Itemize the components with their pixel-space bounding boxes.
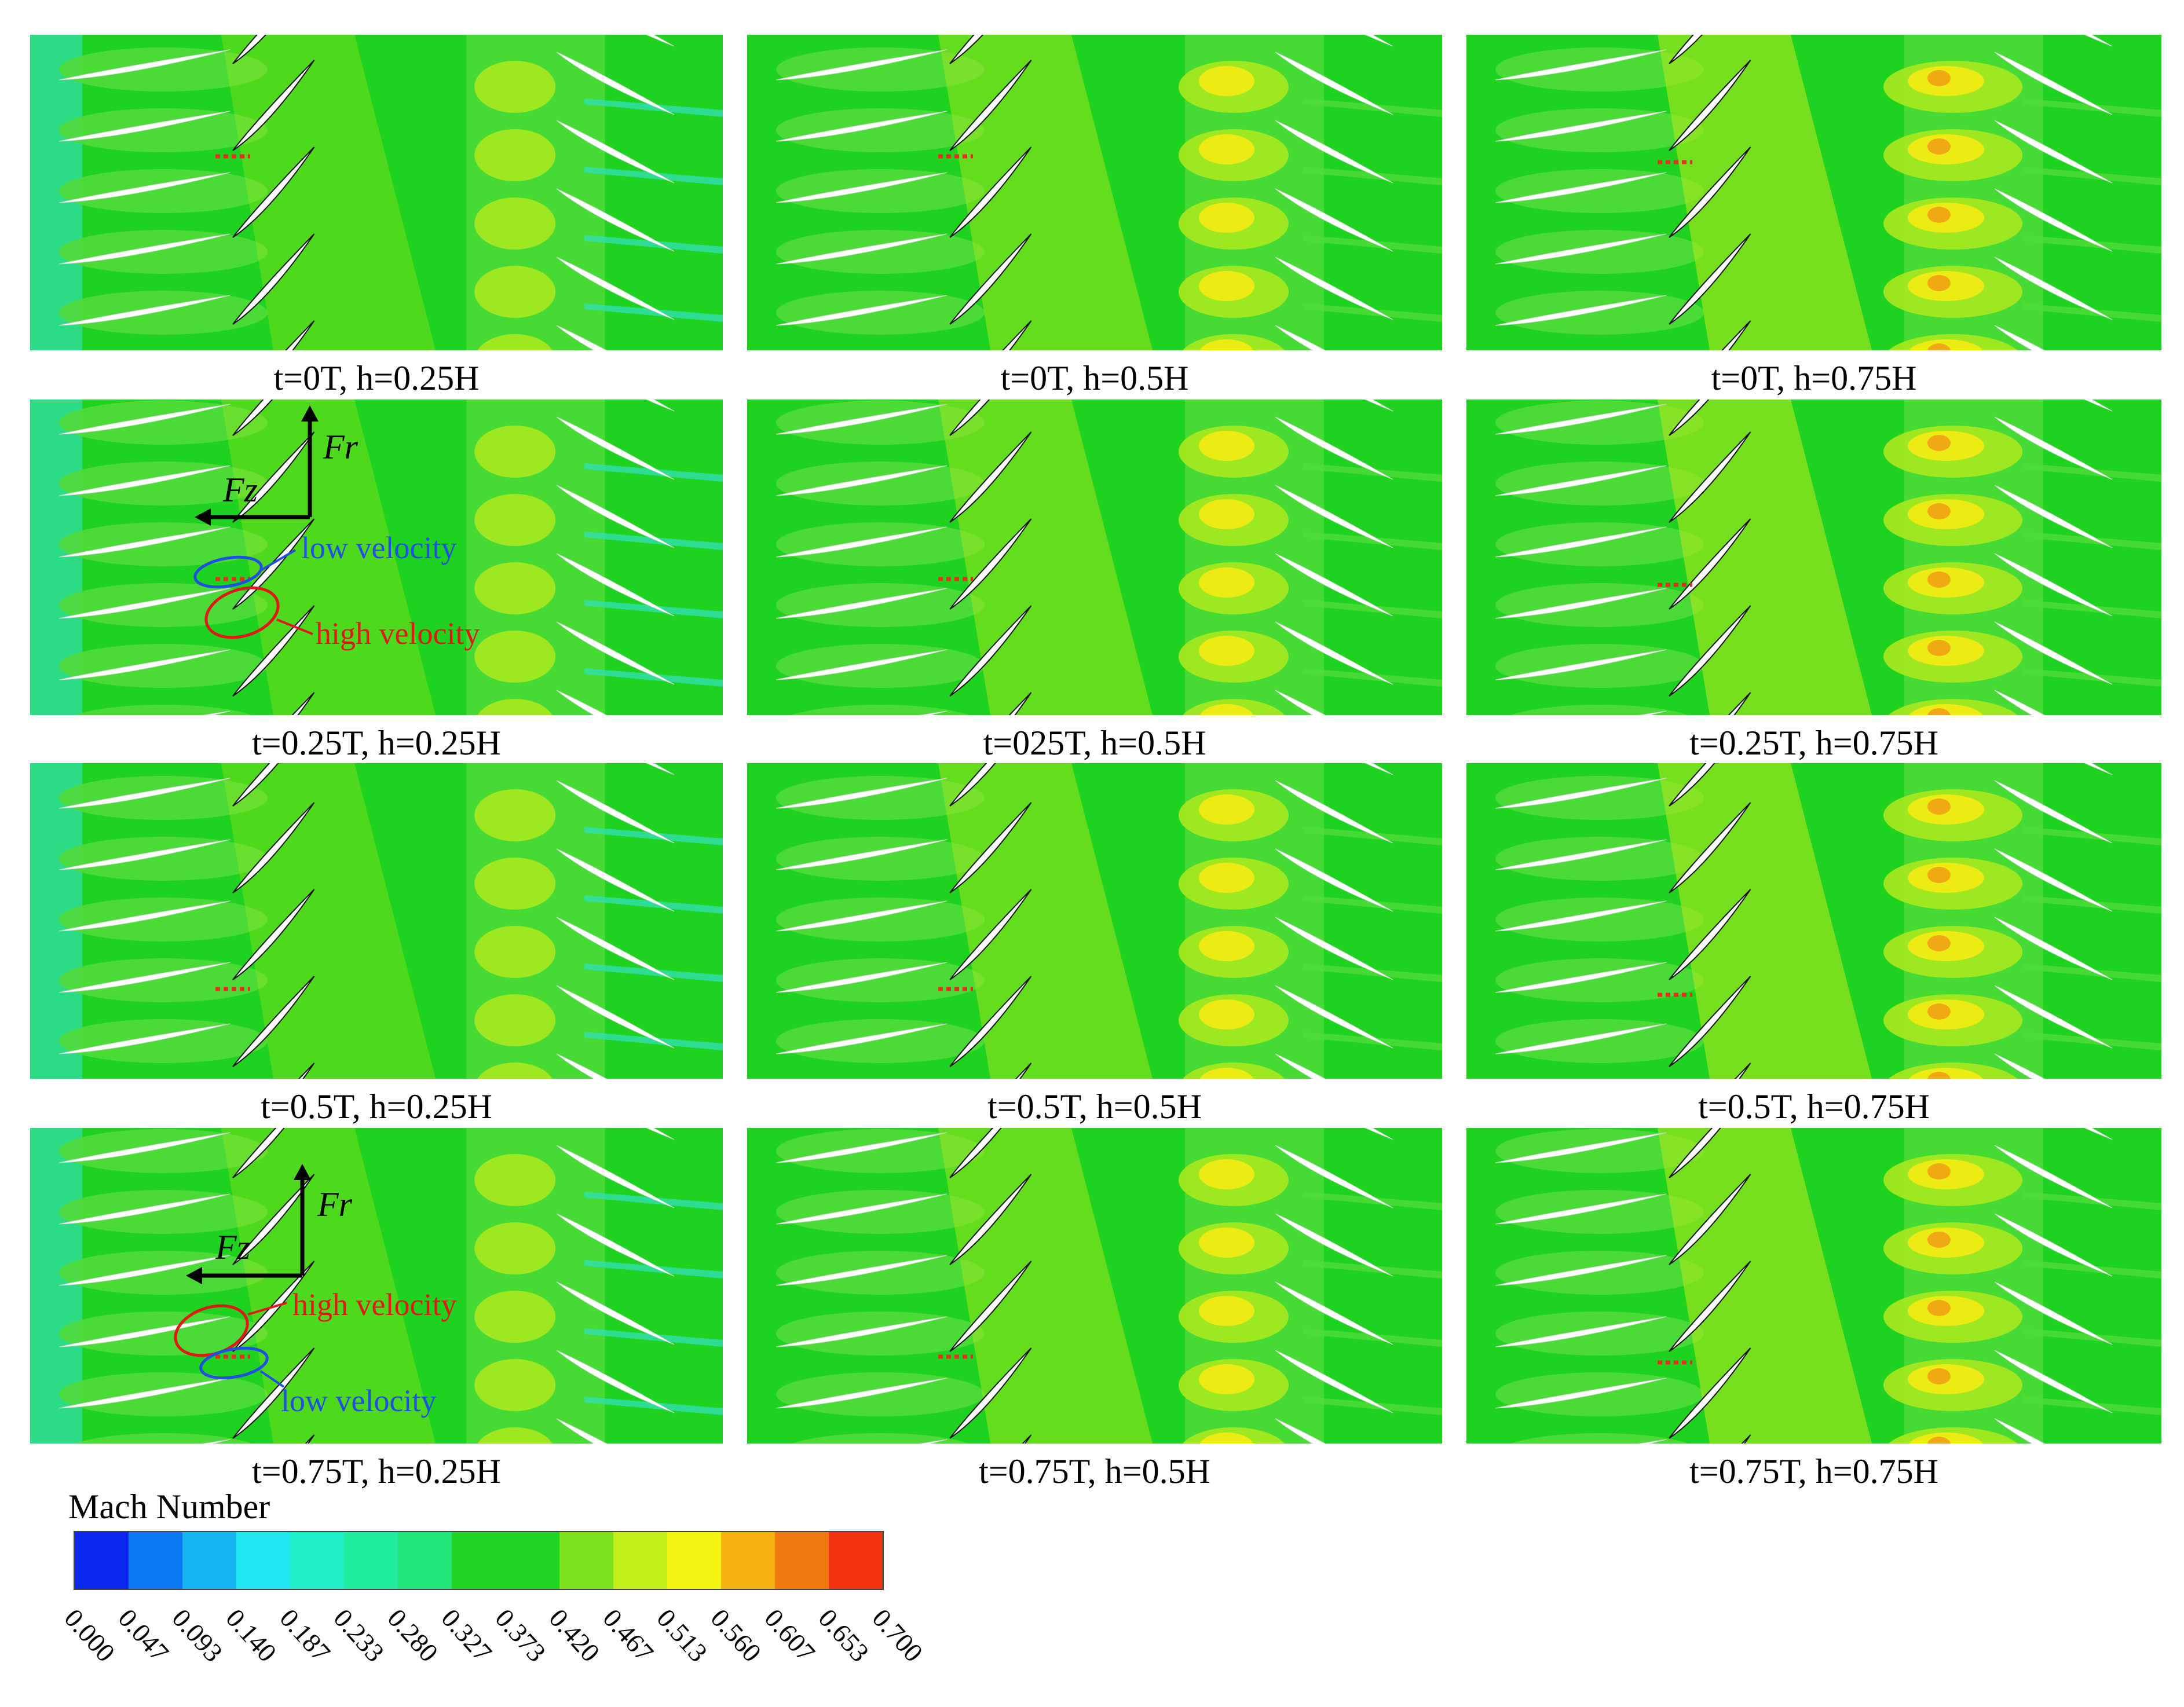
panel-caption: t=0.25T, h=0.25H	[252, 724, 501, 762]
low-velocity-label: low velocity	[301, 530, 457, 565]
mach-contour	[30, 35, 723, 350]
contour-panel	[1466, 35, 2161, 350]
contour-panel	[1466, 763, 2161, 1079]
colorbar	[74, 1531, 884, 1590]
low-velocity-label: low velocity	[281, 1383, 437, 1418]
colorbar-swatch	[344, 1532, 398, 1589]
contour-panel	[747, 763, 1442, 1079]
colorbar-swatch	[398, 1532, 452, 1589]
mach-contour	[30, 1128, 723, 1444]
colorbar-tick-label: 0.513	[651, 1603, 714, 1668]
colorbar-tick-label: 0.000	[58, 1603, 121, 1668]
panel-caption: t=0.5T, h=0.5H	[987, 1087, 1202, 1126]
colorbar-tick-label: 0.093	[166, 1603, 229, 1668]
colorbar-tick-label: 0.280	[382, 1603, 444, 1668]
panel-caption: t=0T, h=0.75H	[1711, 359, 1917, 397]
high-velocity-label: high velocity	[292, 1287, 457, 1322]
contour-panel	[30, 400, 723, 715]
mach-contour	[30, 763, 723, 1079]
colorbar-swatch	[290, 1532, 344, 1589]
colorbar-tick-label: 0.373	[489, 1603, 552, 1668]
contour-panel	[30, 35, 723, 350]
panel-caption: t=0.75T, h=0.75H	[1689, 1452, 1938, 1490]
colorbar-swatch	[721, 1532, 775, 1589]
colorbar-swatch	[559, 1532, 613, 1589]
colorbar-tick-label: 0.187	[274, 1603, 336, 1668]
colorbar-tick-label: 0.467	[597, 1603, 660, 1668]
colorbar-swatch	[236, 1532, 290, 1589]
fz-label: Fz	[215, 1228, 250, 1266]
mach-contour	[747, 763, 1442, 1079]
mach-contour	[747, 1128, 1442, 1444]
mach-contour	[747, 35, 1442, 350]
colorbar-swatch	[75, 1532, 129, 1589]
panel-caption: t=025T, h=0.5H	[983, 724, 1206, 762]
contour-panel	[30, 763, 723, 1079]
mach-contour	[1466, 763, 2161, 1079]
mach-contour	[1466, 1128, 2161, 1444]
colorbar-tick-label: 0.607	[759, 1603, 821, 1668]
mach-contour	[1466, 35, 2161, 350]
colorbar-swatch	[182, 1532, 236, 1589]
fz-label: Fz	[223, 471, 258, 509]
high-velocity-label: high velocity	[316, 616, 480, 651]
colorbar-swatch	[829, 1532, 883, 1589]
colorbar-swatch	[775, 1532, 829, 1589]
fr-label: Fr	[317, 1185, 352, 1224]
contour-panel	[1466, 1128, 2161, 1444]
colorbar-tick-label: 0.420	[543, 1603, 606, 1668]
colorbar-tick-label: 0.140	[220, 1603, 283, 1668]
mach-contour	[747, 400, 1442, 715]
colorbar-swatch	[667, 1532, 721, 1589]
contour-panel	[747, 400, 1442, 715]
panel-caption: t=0T, h=0.25H	[273, 359, 480, 397]
colorbar-swatch	[613, 1532, 667, 1589]
colorbar-tick-label: 0.233	[328, 1603, 390, 1668]
contour-panel	[747, 1128, 1442, 1444]
panel-caption: t=0.5T, h=0.25H	[261, 1087, 492, 1126]
colorbar-tick-label: 0.700	[866, 1603, 929, 1668]
panel-caption: t=0.25T, h=0.75H	[1689, 724, 1938, 762]
panel-caption: t=0.75T, h=0.5H	[979, 1452, 1210, 1490]
contour-panel	[1466, 400, 2161, 715]
panel-caption: t=0T, h=0.5H	[1000, 359, 1189, 397]
fr-label: Fr	[323, 428, 358, 466]
colorbar-swatch	[452, 1532, 506, 1589]
panel-caption: t=0.5T, h=0.75H	[1698, 1087, 1930, 1126]
colorbar-swatch	[129, 1532, 182, 1589]
colorbar-tick-label: 0.653	[813, 1603, 875, 1668]
contour-panel	[30, 1128, 723, 1444]
colorbar-tick-label: 0.047	[112, 1603, 175, 1668]
contour-panel	[747, 35, 1442, 350]
colorbar-swatch	[506, 1532, 559, 1589]
colorbar-tick-label: 0.327	[436, 1603, 498, 1668]
mach-contour	[1466, 400, 2161, 715]
colorbar-title: Mach Number	[68, 1488, 270, 1526]
colorbar-tick-label: 0.560	[705, 1603, 767, 1668]
panel-caption: t=0.75T, h=0.25H	[252, 1452, 501, 1490]
